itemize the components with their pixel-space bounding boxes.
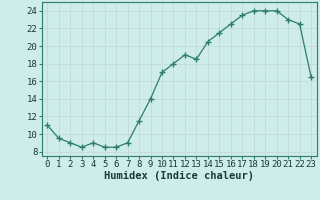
X-axis label: Humidex (Indice chaleur): Humidex (Indice chaleur) — [104, 171, 254, 181]
